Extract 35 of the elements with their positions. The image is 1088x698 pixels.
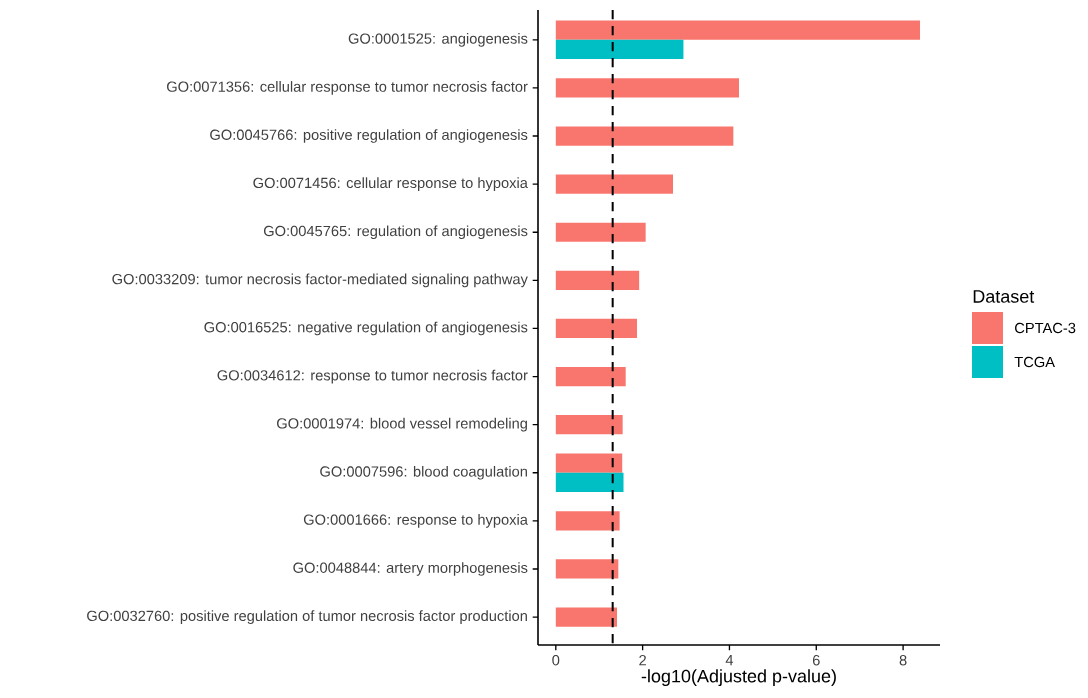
- legend-title: Dataset: [973, 290, 1035, 303]
- bar: [555, 318, 637, 339]
- bar: [555, 415, 623, 435]
- bar: [555, 78, 739, 98]
- x-tick-label: 8: [899, 655, 907, 666]
- bar: [555, 222, 646, 242]
- y-tick-label: GO:0045766: positive regulation of angiogenesis: [210, 129, 528, 143]
- x-tick-label: 2: [639, 655, 646, 666]
- y-tick-label: GO:0032760: positive regulation of tumor necrosis factor production: [87, 610, 527, 624]
- bar: [555, 511, 620, 531]
- y-tick-label: GO:0045765: regulation of angiogenesis: [263, 225, 528, 240]
- bar: [555, 607, 618, 627]
- y-tick-label: GO:0007596: blood coagulation: [320, 465, 527, 480]
- bar: [555, 39, 684, 60]
- x-tick-label: 4: [725, 655, 734, 666]
- y-tick-label: GO:0001974: blood vessel remodeling: [277, 417, 527, 432]
- legend-label: CPTAC-3: [1015, 322, 1076, 334]
- y-tick-label: GO:0001666: response to hypoxia: [303, 514, 528, 528]
- y-tick-label: GO:0033209: tumor necrosis factor-mediated signaling pathway: [112, 273, 528, 288]
- y-tick-label: GO:0034612: response to tumor necrosis factor: [217, 369, 528, 384]
- bar: [555, 126, 734, 146]
- y-tick-label: GO:0071456: cellular response to hypoxia: [253, 177, 528, 191]
- y-tick-label: GO:0001525: angiogenesis: [348, 32, 528, 47]
- y-tick-label: GO:0071356: cellular response to tumor necrosis factor: [167, 81, 528, 95]
- x-tick-label: 6: [812, 655, 820, 666]
- bar: [555, 270, 640, 290]
- y-tick-label: GO:0048844: artery morphogenesis: [293, 562, 528, 576]
- y-tick-label: GO:0016525: negative regulation of angiogenesis: [204, 321, 528, 336]
- legend-label: TCGA: [1014, 356, 1055, 368]
- bar: [555, 366, 626, 387]
- bar: [555, 472, 624, 493]
- bar: [555, 559, 619, 579]
- bar: [555, 174, 674, 194]
- x-axis-title: -log10(Adjusted p-value): [641, 669, 836, 687]
- x-tick-label: 0: [552, 655, 560, 666]
